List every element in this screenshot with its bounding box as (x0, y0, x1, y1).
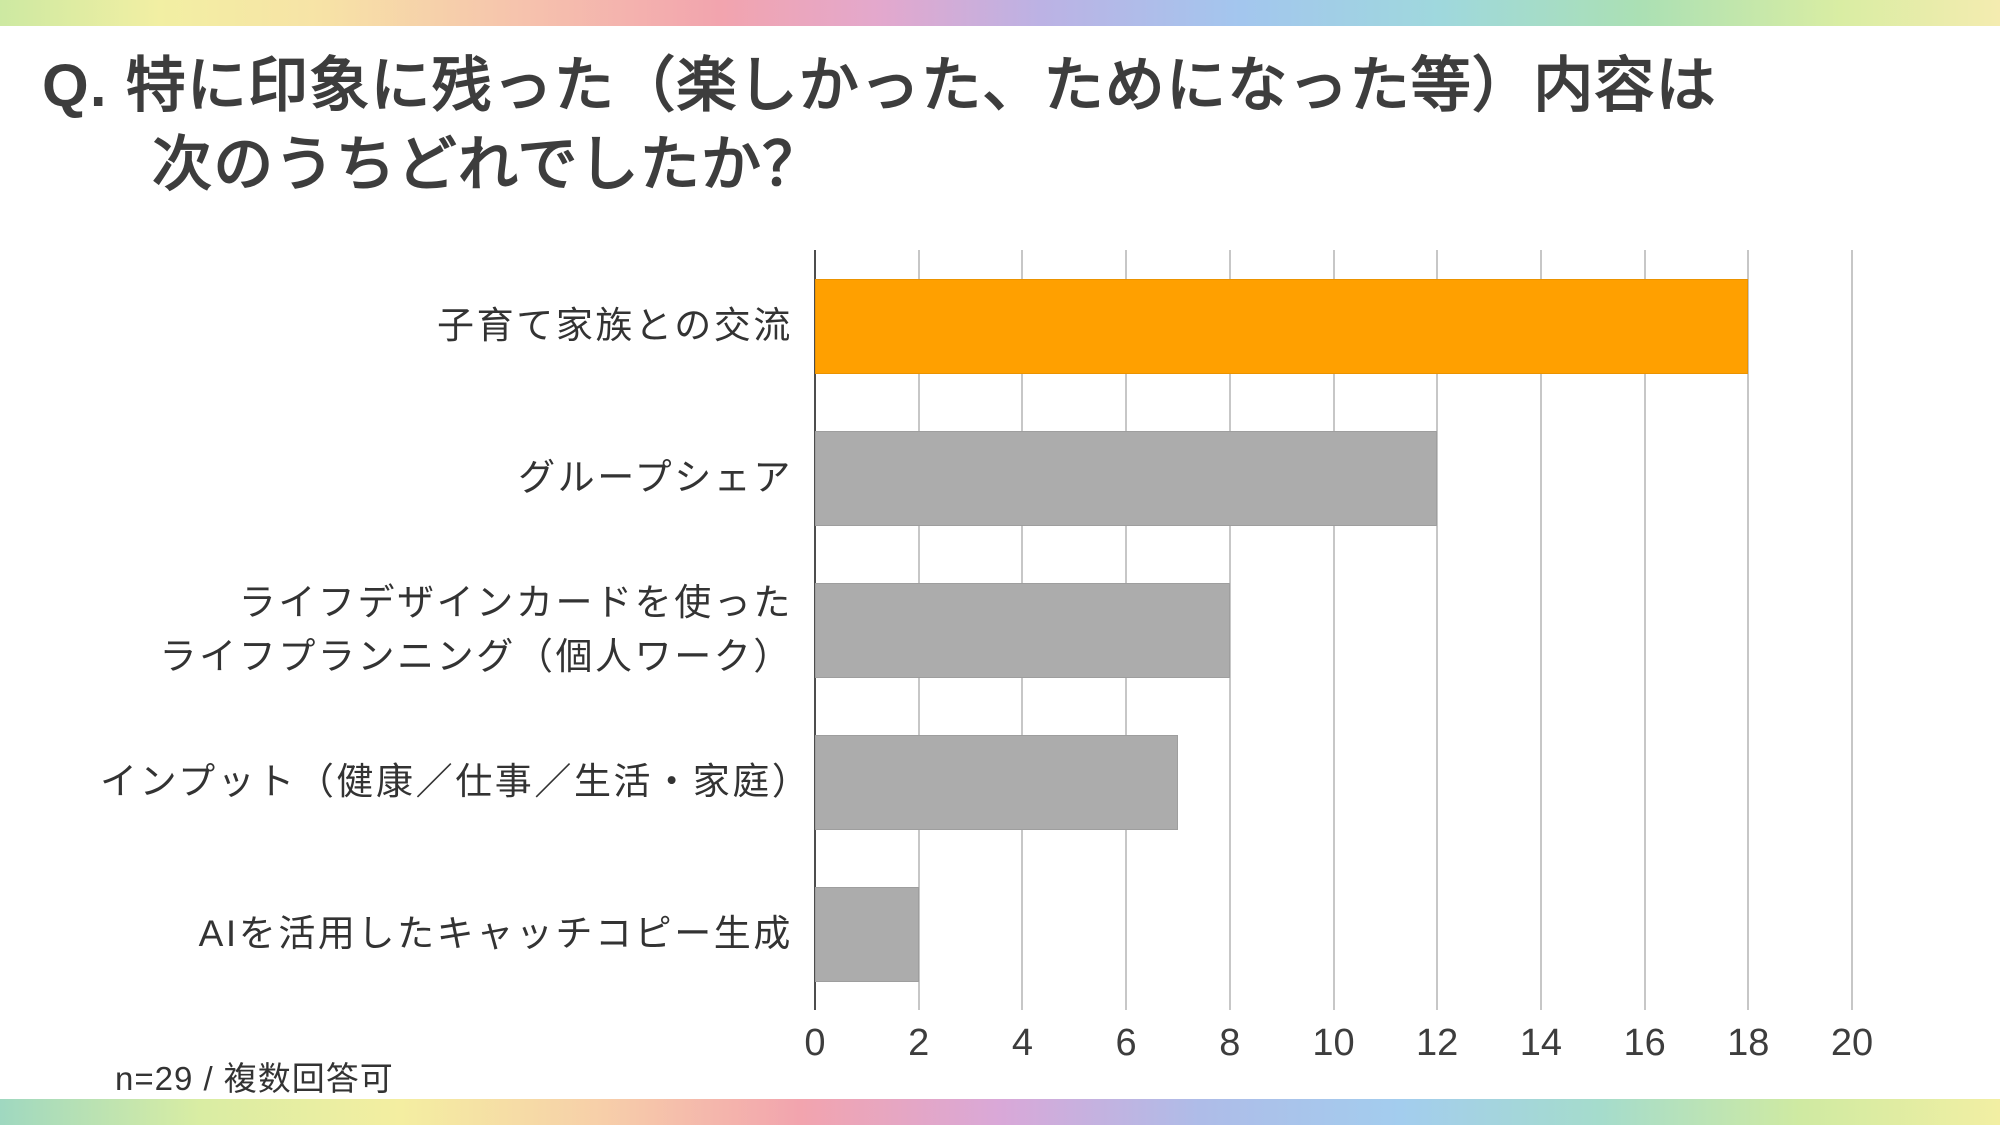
rainbow-border-top (0, 0, 2000, 26)
chart-row: グループシェア (100, 402, 1852, 554)
gridline (1851, 250, 1853, 1010)
bar-chart: 子育て家族との交流グループシェアライフデザインカードを使った ライフプランニング… (100, 250, 1873, 1064)
x-axis-ticks: 0 2 4 6 8 10 12 14 16 18 20 (804, 1022, 1873, 1072)
x-tick-label: 12 (1416, 1022, 1459, 1064)
x-tick-label: 8 (1219, 1022, 1241, 1064)
gridline (1539, 250, 1542, 1010)
category-label: AIを活用したキャッチコピー生成 (198, 913, 793, 955)
category-label: グループシェア (518, 457, 793, 499)
bar-track (815, 706, 1852, 858)
category-label: インプット（健康／仕事／生活・家庭） (100, 761, 812, 803)
bar (815, 886, 919, 982)
page-title-line1: Q. 特に印象に残った（楽しかった、ためになった等）内容は (42, 52, 1717, 119)
gridline (1332, 250, 1335, 1010)
chart-row: インプット（健康／仕事／生活・家庭） (100, 706, 1852, 858)
gridline (1436, 250, 1439, 1010)
page-title: Q. 特に印象に残った（楽しかった、ためになった等）内容は 次のうちどれでしたか… (42, 46, 1717, 204)
gridline (1747, 250, 1750, 1010)
chart-rows: 子育て家族との交流グループシェアライフデザインカードを使った ライフプランニング… (100, 250, 1852, 1010)
x-tick-label: 4 (1011, 1022, 1033, 1064)
x-tick-label: 6 (1115, 1022, 1137, 1064)
x-tick-label: 10 (1312, 1022, 1355, 1064)
x-tick-label: 14 (1519, 1022, 1563, 1064)
bar-highlight (815, 278, 1749, 374)
bar-track (815, 554, 1852, 706)
page-title-line2: 次のうちどれでしたか？ (152, 131, 824, 199)
bar-track (815, 858, 1852, 1010)
category-label: 子育て家族との交流 (437, 305, 793, 347)
rainbow-border-bottom (0, 1099, 2000, 1125)
sample-size-note: n=29 / 複数回答可 (115, 1060, 394, 1097)
bar-track (815, 402, 1852, 554)
x-tick-label: 18 (1727, 1022, 1770, 1064)
x-tick-label: 20 (1830, 1022, 1874, 1064)
chart-row: ライフデザインカードを使った ライフプランニング（個人ワーク） (100, 554, 1852, 706)
chart-row: AIを活用したキャッチコピー生成 (100, 858, 1852, 1010)
x-tick-label: 16 (1623, 1022, 1666, 1064)
bar (815, 734, 1178, 830)
x-tick-label: 2 (908, 1022, 930, 1064)
category-label: ライフデザインカードを使った ライフプランニング（個人ワーク） (159, 582, 793, 677)
bar (815, 430, 1438, 526)
chart-row: 子育て家族との交流 (100, 250, 1852, 402)
bar-track (815, 250, 1852, 402)
x-tick-label: 0 (804, 1022, 826, 1064)
gridline (1643, 250, 1646, 1010)
gridline (1228, 250, 1231, 1010)
bar (815, 582, 1230, 678)
